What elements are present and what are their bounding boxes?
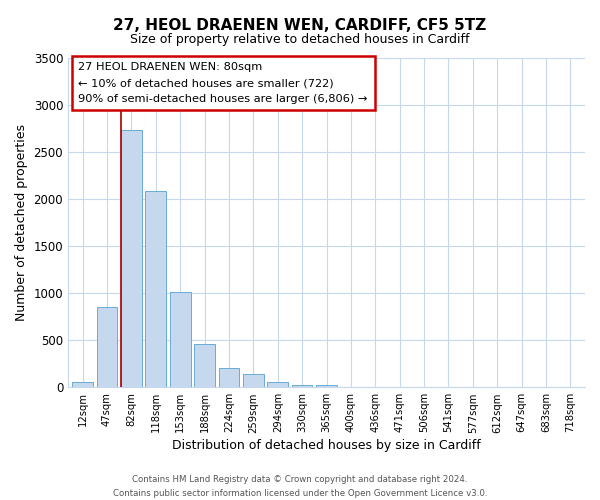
Bar (97, 307, 118, 388)
Bar (316, 386, 337, 388)
Bar (243, 374, 264, 388)
Bar (145, 192, 166, 388)
Bar (218, 368, 239, 388)
Bar (268, 382, 288, 388)
Bar (170, 292, 191, 388)
Bar (121, 130, 142, 388)
Bar (292, 386, 313, 388)
X-axis label: Distribution of detached houses by size in Cardiff: Distribution of detached houses by size … (172, 440, 481, 452)
Text: Size of property relative to detached houses in Cardiff: Size of property relative to detached ho… (130, 32, 470, 46)
Text: 27, HEOL DRAENEN WEN, CARDIFF, CF5 5TZ: 27, HEOL DRAENEN WEN, CARDIFF, CF5 5TZ (113, 18, 487, 32)
Y-axis label: Number of detached properties: Number of detached properties (15, 124, 28, 321)
Text: Contains HM Land Registry data © Crown copyright and database right 2024.
Contai: Contains HM Land Registry data © Crown c… (113, 476, 487, 498)
Bar (194, 344, 215, 388)
Bar (73, 382, 93, 388)
Text: 27 HEOL DRAENEN WEN: 80sqm
← 10% of detached houses are smaller (722)
90% of sem: 27 HEOL DRAENEN WEN: 80sqm ← 10% of deta… (79, 62, 368, 104)
